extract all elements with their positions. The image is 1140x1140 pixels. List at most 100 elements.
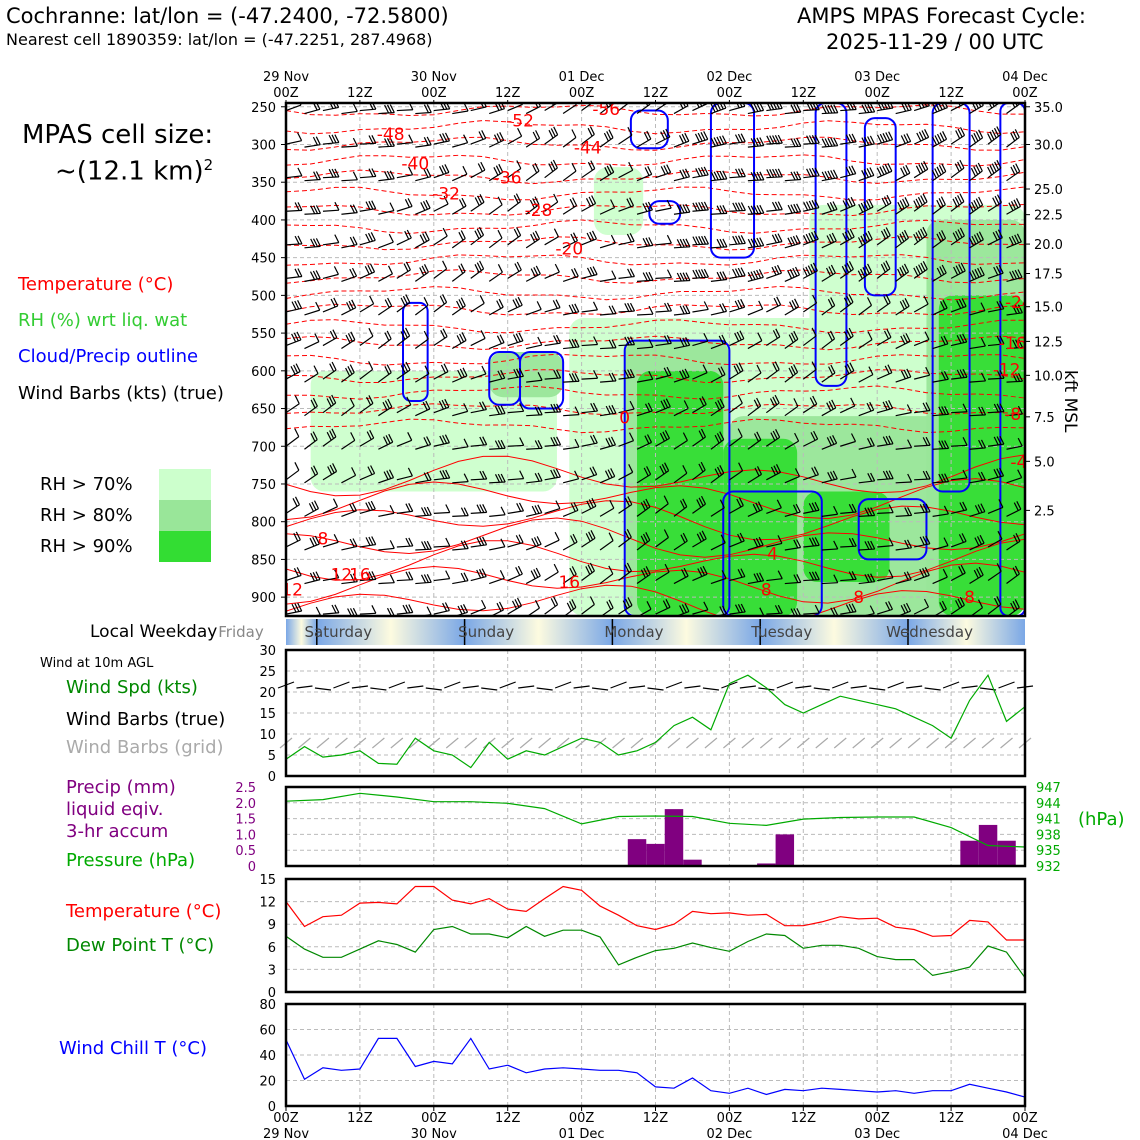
wind-barb [821,435,838,450]
wind-barb-flag [642,238,648,247]
wind-barb-flag [962,501,968,511]
wind-barb [304,301,321,316]
wind-barb [396,432,413,447]
wind-barb-flag [331,134,337,144]
wind-barb-flag [738,462,744,471]
isotherm-label: -16 [999,334,1027,354]
weekday-segment [464,619,613,645]
wind-barb-flag [827,137,833,147]
bottom-time-label: 12Z [495,1111,521,1126]
wind-barb-flag [1029,533,1033,541]
wind-barb-grid [796,737,810,749]
wind-barb-staff [433,171,450,179]
wind-barb-flag [387,265,394,275]
wind-barb-flag [685,103,689,107]
wind-barb-flag [640,535,646,545]
wind-barb-flag [906,368,912,378]
wind-barb-flag [802,235,809,244]
wind-barb-flag [958,103,961,107]
wind-barb-flag [458,199,465,208]
wind-barb-flag [842,232,848,242]
wind-barb [322,234,340,246]
wind-barb [784,432,800,450]
wind-barb-staff [729,402,743,414]
wind-barb [489,405,506,417]
precip-bar [683,859,702,866]
wind-barb [378,170,395,182]
wind-barb-flag [334,134,340,143]
wind-barb-staff [729,611,746,615]
wind-barb-flag [907,507,913,516]
wind-barb-flag [587,161,593,171]
wind-barb-flag [645,202,651,211]
legend-rh80-swatch [159,500,211,531]
wind-barb-flag [608,532,614,541]
wind-barb-flag [793,104,799,113]
wind-barb-staff [673,440,688,450]
wind-barb-flag [962,403,968,413]
wind-barb-staff [950,540,967,548]
wind-barb-flag [867,230,873,240]
wind-barb-flag [659,432,665,442]
wind-barb [784,364,799,383]
wind-barb [655,398,671,414]
wind-barb-staff [747,580,764,585]
wind-barb-flag [977,599,984,608]
wind-barb [931,131,948,148]
wind-barb-flag [661,464,667,473]
wind-barb-flag [846,295,852,305]
wind-barb [673,337,691,350]
wind-barb [507,127,523,145]
wind-barb-flag [851,571,857,580]
wind-barb-staff [415,514,432,517]
wind-barb-flag [848,538,854,547]
wind-barb [544,193,559,212]
wind-barb-flag [722,605,728,615]
wind-barb-flag [312,397,318,407]
wind-barb-flag [352,137,358,147]
wind-barb-staff [858,174,875,182]
wind-barb-flag [648,271,654,281]
wind-barb-flag [737,133,743,143]
wind-barb-grid [833,737,847,749]
wind-barb-flag [294,235,300,245]
wind-barb-staff [655,503,669,514]
wind-barb-staff [747,144,764,148]
wind-barb-staff [803,175,820,179]
wind-barb [599,565,614,585]
wind-barb [950,596,965,615]
wind-barb-flag [555,468,561,478]
wind-barb-flag [388,433,394,443]
wind-barb [470,436,488,447]
wind-barb-flag [443,103,448,110]
wind-barb-flag [571,129,577,138]
wind-barb-staff [378,112,395,115]
wind-barb [840,468,857,481]
wind-barb-flag [717,400,723,409]
wind-barb [507,534,524,548]
wind-barb-flag [698,430,704,439]
wind-barb-staff [453,611,468,616]
legend-rh90-swatch [159,531,211,562]
wind-barb-flag [827,104,833,114]
wind-barb-flag [519,403,525,412]
wind-barb-staff [951,411,968,414]
wind-barb [747,300,764,316]
wind-barb-staff [840,578,857,582]
weekday-bar: Friday Saturday Sunday Monday Tuesday Wednesd… [218,619,1025,645]
wind-barb-flag [624,497,630,507]
xs-ytick-label: 350 [251,176,276,191]
wind-barb-flag [519,437,525,446]
isotherm-positive [286,454,1025,497]
wind-barb-flag [332,463,338,472]
wind-barb-flag [750,172,756,181]
wind-barb-flag [591,195,597,204]
legend-rh70: RH > 70% [40,474,133,495]
wind-barb [710,398,725,417]
wind-barb-staff [452,173,468,182]
wind-barb-flag [885,260,891,269]
wind-barb-flag [923,598,930,608]
wind-barb [525,567,541,585]
wind-barb-staff [747,340,763,350]
wind-barb-flag [1013,534,1019,544]
